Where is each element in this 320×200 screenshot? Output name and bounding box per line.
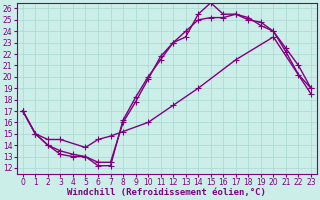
X-axis label: Windchill (Refroidissement éolien,°C): Windchill (Refroidissement éolien,°C) xyxy=(68,188,266,197)
